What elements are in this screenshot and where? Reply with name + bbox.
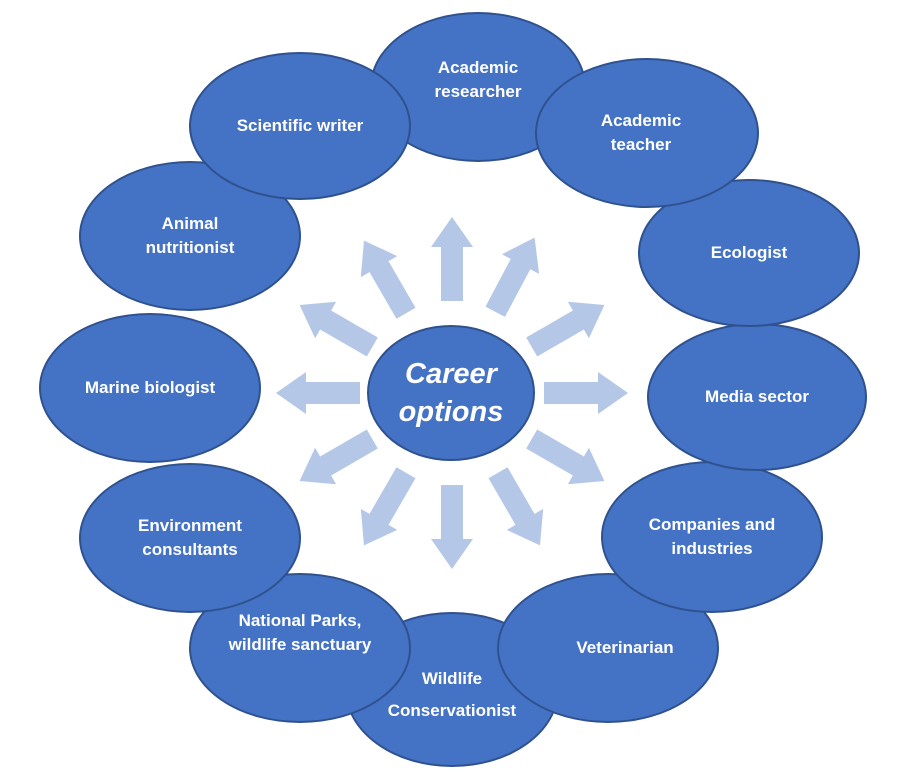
outward-arrow-icon bbox=[526, 301, 605, 357]
outward-arrow-icon bbox=[485, 237, 540, 317]
node-marine-biologist: Marine biologist bbox=[39, 313, 261, 463]
center-node-career-options: Career options bbox=[367, 325, 535, 461]
node-scientific-writer: Scientific writer bbox=[189, 52, 411, 200]
node-label-line: nutritionist bbox=[145, 238, 235, 257]
outward-arrow-icon bbox=[488, 467, 544, 546]
node-academic-teacher: Academic teacher bbox=[535, 58, 759, 208]
node-ecologist: Ecologist bbox=[638, 179, 860, 327]
node-label-line: researcher bbox=[434, 82, 522, 101]
node-label-line: Veterinarian bbox=[576, 638, 674, 657]
node-animal-nutritionist: Animal nutritionist bbox=[79, 161, 301, 311]
node-label-line: National Parks, bbox=[238, 611, 362, 630]
outward-arrow-icon bbox=[526, 429, 605, 485]
node-label-line: Ecologist bbox=[710, 243, 788, 262]
node-label-line: Marine biologist bbox=[84, 378, 216, 397]
node-label-line: Academic bbox=[437, 58, 519, 77]
node-label-line: Conservationist bbox=[387, 700, 517, 720]
outward-arrow-icon bbox=[299, 301, 378, 357]
outward-arrow-icon bbox=[276, 372, 360, 414]
node-media-sector: Media sector bbox=[647, 323, 867, 471]
outward-arrow-icon bbox=[360, 467, 416, 546]
center-label-line: options bbox=[398, 396, 504, 428]
node-label-line: Environment bbox=[138, 516, 242, 535]
node-label-line: Animal bbox=[161, 214, 219, 233]
outward-arrow-icon bbox=[360, 240, 416, 319]
outward-arrow-icon bbox=[299, 429, 378, 485]
node-label-line: Media sector bbox=[705, 387, 809, 406]
outward-arrow-icon bbox=[431, 485, 473, 569]
node-label-line: teacher bbox=[610, 135, 672, 154]
center-label-line: Career bbox=[405, 358, 497, 390]
node-label-line: wildlife sanctuary bbox=[228, 635, 372, 654]
node-label-line: Wildlife bbox=[421, 668, 483, 688]
node-label-line: Companies and bbox=[648, 515, 776, 534]
node-environment-consultants: Environment consultants bbox=[79, 463, 301, 613]
node-label-line: Scientific writer bbox=[236, 116, 364, 135]
outward-arrow-icon bbox=[431, 217, 473, 301]
outward-arrow-icon bbox=[544, 372, 628, 414]
node-companies-and-industries: Companies and industries bbox=[601, 461, 823, 613]
node-label-line: industries bbox=[671, 539, 753, 558]
node-label-line: consultants bbox=[142, 540, 238, 559]
node-label-line: Academic bbox=[600, 111, 682, 130]
